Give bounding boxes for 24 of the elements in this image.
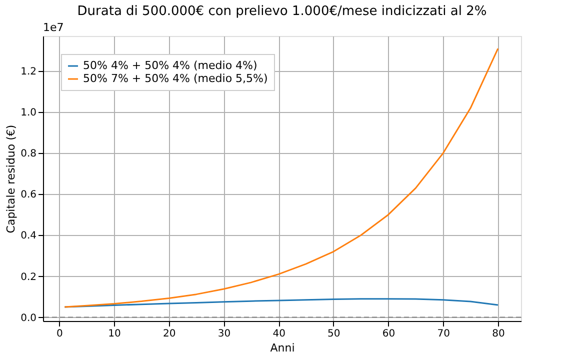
y-tick-label: 0.8 — [20, 148, 36, 160]
x-axis-title: Anni — [270, 342, 295, 354]
x-tick-label: 50 — [328, 328, 340, 340]
x-tick-label: 10 — [108, 328, 121, 340]
line-series — [64, 48, 499, 308]
x-tick-label: 30 — [218, 328, 231, 340]
legend-label: 50% 7% + 50% 4% (medio 5,5%) — [83, 72, 268, 85]
y-tick-label: 0.6 — [20, 190, 36, 201]
y-tick-label: 1.0 — [20, 108, 36, 119]
chart-title: Durata di 500.000€ con prelievo 1.000€/mese indicizzati al 2% — [77, 4, 487, 19]
x-tick-label: 0 — [56, 328, 63, 340]
y-tick-label: 0.0 — [20, 312, 36, 324]
x-tick-label: 20 — [163, 328, 176, 340]
x-tick-label: 70 — [437, 328, 450, 340]
line-series — [64, 298, 499, 308]
y-axis-title: Capitale residuo (€) — [4, 124, 18, 234]
y-tick-label: 1.2 — [20, 66, 36, 78]
legend-label: 50% 4% + 50% 4% (medio 4%) — [83, 59, 258, 72]
y-tick-label: 0.4 — [20, 230, 36, 242]
x-tick-label: 60 — [382, 328, 396, 340]
text: 1e7 — [43, 21, 64, 34]
x-tick-label: 80 — [492, 328, 505, 340]
y-tick-label: 0.2 — [20, 272, 36, 283]
x-tick-label: 40 — [272, 328, 286, 340]
